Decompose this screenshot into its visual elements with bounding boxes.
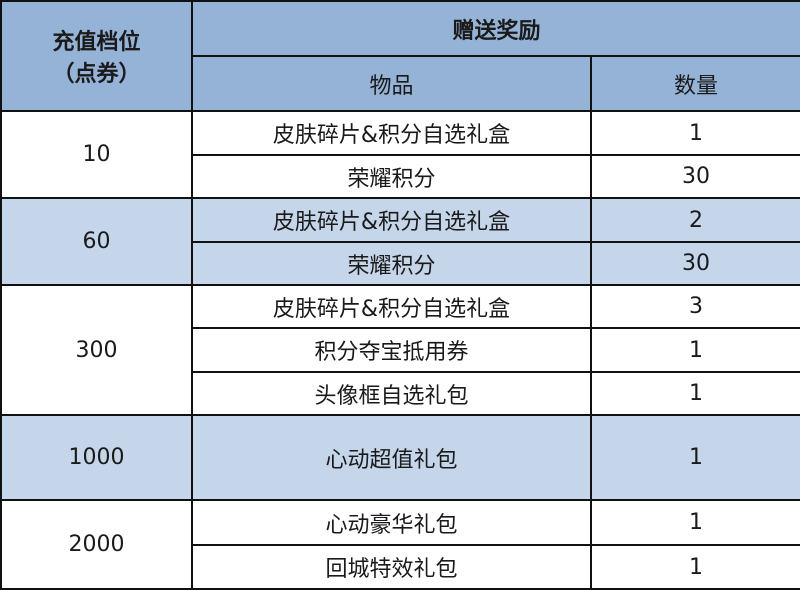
item-header: 物品 [191,55,592,112]
item-cell: 头像框自选礼包 [191,371,592,416]
qty-cell: 1 [589,414,800,501]
item-cell: 皮肤碎片&积分自选礼盒 [191,110,592,156]
item-cell: 积分夺宝抵用券 [191,327,592,373]
qty-cell: 3 [589,284,800,329]
qty-cell: 2 [589,197,800,243]
item-cell: 荣耀积分 [191,154,592,199]
tier-header-line1: 充值档位 [52,30,141,55]
qty-cell: 30 [589,154,800,199]
qty-header: 数量 [589,55,800,112]
tier-header: 充值档位 （点券） [0,0,193,112]
reward-header: 赠送奖励 [190,0,800,57]
qty-cell: 30 [589,241,800,286]
item-cell: 心动超值礼包 [191,414,592,501]
item-cell: 荣耀积分 [191,241,592,286]
qty-cell: 1 [589,499,800,546]
item-cell: 皮肤碎片&积分自选礼盒 [191,284,592,329]
qty-cell: 1 [589,327,800,373]
tier-cell: 10 [0,110,193,199]
qty-cell: 1 [589,110,800,156]
qty-cell: 1 [589,544,800,590]
item-cell: 皮肤碎片&积分自选礼盒 [191,197,592,243]
tier-cell: 2000 [0,499,193,590]
tier-cell: 1000 [0,414,193,501]
tier-cell: 300 [0,284,193,416]
item-cell: 心动豪华礼包 [191,499,592,546]
item-cell: 回城特效礼包 [191,544,592,590]
tier-cell: 60 [0,197,193,286]
qty-cell: 1 [589,371,800,416]
tier-header-line2: （点券） [52,62,141,87]
